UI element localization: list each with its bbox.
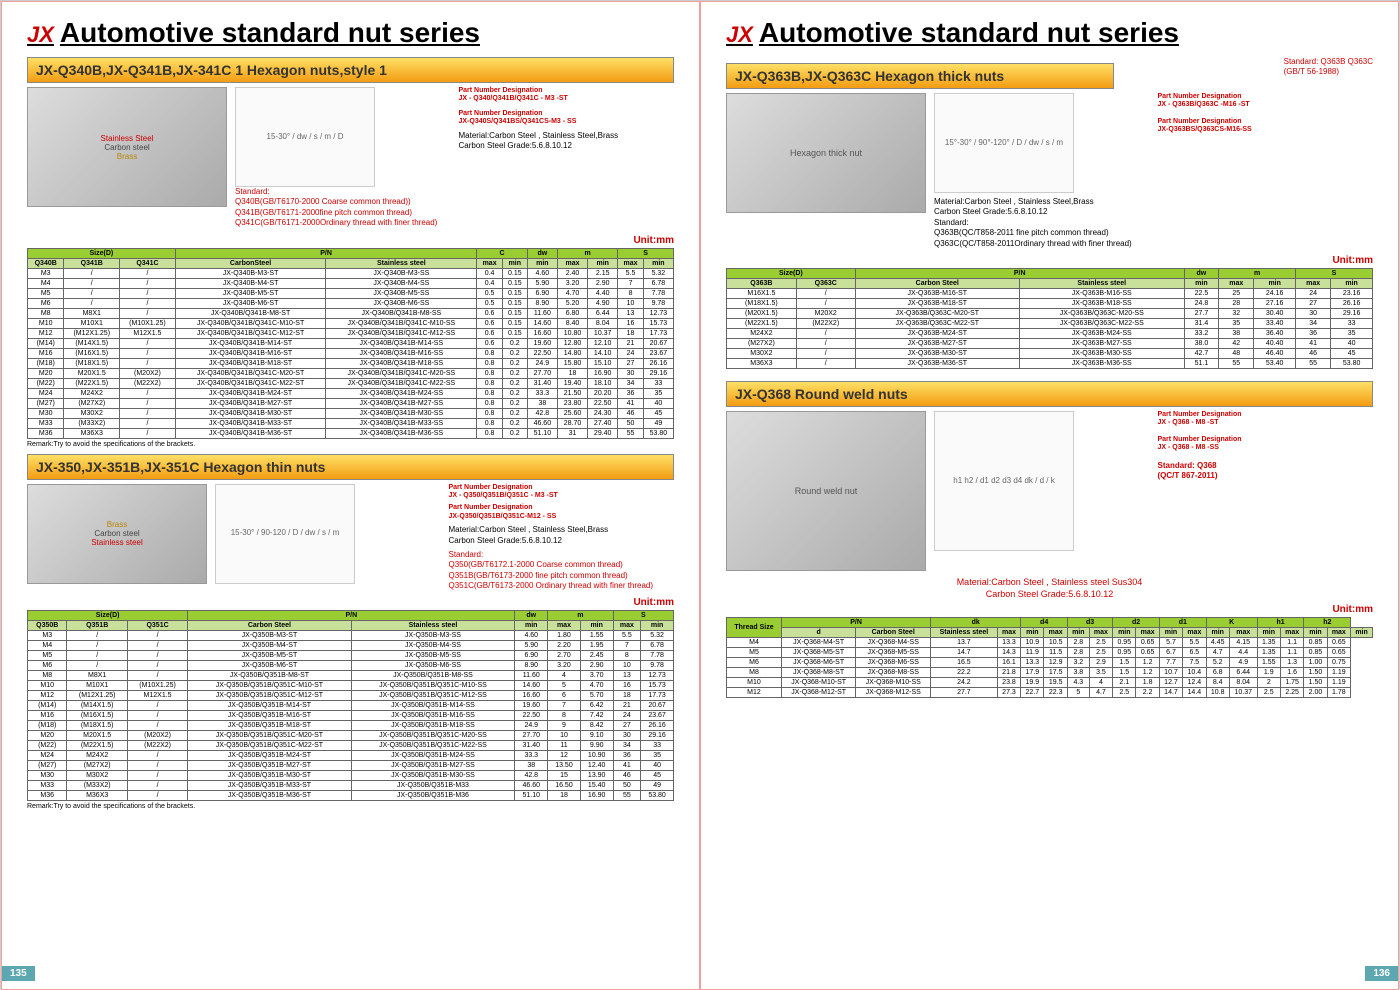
q363-table: Size(D) P/N dw m S Q363BQ363CCarbon Stee… bbox=[726, 268, 1373, 369]
unit-label: Unit:mm bbox=[27, 597, 674, 608]
table-row: M16X1.5/JX-Q363B-M16-STJX-Q363B-M16-SS22… bbox=[727, 288, 1373, 298]
q340-designation: Part Number Designation JX - Q340/Q341B/… bbox=[459, 87, 675, 229]
right-page: http://www.juxinfasteners.com JXAutomoti… bbox=[700, 1, 1399, 990]
q340-diagram: 15-30° / dw / s / m / D bbox=[235, 87, 375, 187]
q368-material: Material:Carbon Steel , Stainless steel … bbox=[726, 577, 1373, 600]
table-row: M8M8X1/JX-Q350B/Q351B-M8-STJX-Q350B/Q351… bbox=[28, 671, 674, 681]
table-row: M33(M33X2)/JX-Q340B/Q341B-M33-STJX-Q340B… bbox=[28, 418, 674, 428]
table-row: M20M20X1.5(M20X2)JX-Q350B/Q351B/Q351C-M2… bbox=[28, 731, 674, 741]
logo-icon: JX bbox=[27, 22, 54, 47]
unit-label: Unit:mm bbox=[726, 604, 1373, 615]
table-row: M10M10X1(M10X1.25)JX-Q340B/Q341B/Q341C-M… bbox=[28, 318, 674, 328]
table-row: M3//JX-Q350B-M3-STJX-Q350B-M3-SS4.601.80… bbox=[28, 631, 674, 641]
q368-intro: Round weld nut h1 h2 / d1 d2 d3 d4 dk / … bbox=[726, 411, 1373, 571]
table-row: (M22X1.5)(M22X2)JX-Q363B/Q363C-M22-STJX-… bbox=[727, 318, 1373, 328]
table-row: (M14)(M14X1.5)/JX-Q340B/Q341B-M14-STJX-Q… bbox=[28, 338, 674, 348]
q340-header: JX-Q340B,JX-Q341B,JX-341C 1 Hexagon nuts… bbox=[27, 57, 674, 83]
q363-intro: Hexagon thick nut 15°-30° / 90°-120° / D… bbox=[726, 93, 1373, 249]
q363-header: JX-Q363B,JX-Q363C Hexagon thick nuts bbox=[726, 63, 1114, 89]
table-row: (M18X1.5)/JX-Q363B-M18-STJX-Q363B-M18-SS… bbox=[727, 298, 1373, 308]
q350-diagram: 15-30° / 90-120 / D / dw / s / m bbox=[215, 484, 355, 584]
q363-diagram: 15°-30° / 90°-120° / D / dw / s / m bbox=[934, 93, 1074, 193]
table-row: (M27)(M27X2)/JX-Q350B/Q351B-M27-STJX-Q35… bbox=[28, 761, 674, 771]
table-row: M6//JX-Q340B-M6-STJX-Q340B-M6-SS0.50.158… bbox=[28, 298, 674, 308]
table-row: (M27)(M27X2)/JX-Q340B/Q341B-M27-STJX-Q34… bbox=[28, 398, 674, 408]
table-row: M4//JX-Q340B-M4-STJX-Q340B-M4-SS0.40.155… bbox=[28, 278, 674, 288]
q363-designation: Part Number Designation JX - Q363B/Q363C… bbox=[1158, 93, 1374, 249]
q368-header: JX-Q368 Round weld nuts bbox=[726, 381, 1373, 407]
q368-diagram: h1 h2 / d1 d2 d3 d4 dk / d / k bbox=[934, 411, 1074, 551]
table-row: M16(M16X1.5)/JX-Q350B/Q351B-M16-STJX-Q35… bbox=[28, 711, 674, 721]
q363-spec: 15°-30° / 90°-120° / D / dw / s / m Mate… bbox=[934, 93, 1150, 249]
table-row: (M18)(M18X1.5)/JX-Q340B/Q341B-M18-STJX-Q… bbox=[28, 358, 674, 368]
table-row: (M14)(M14X1.5)/JX-Q350B/Q351B-M14-STJX-Q… bbox=[28, 701, 674, 711]
left-page: http://www.juxinfasteners.com JXAutomoti… bbox=[1, 1, 700, 990]
table-row: M8JX-Q368-M8-STJX-Q368-M8-SS22.221.817.9… bbox=[727, 668, 1373, 678]
table-row: M30M30X2/JX-Q350B/Q351B-M30-STJX-Q350B/Q… bbox=[28, 771, 674, 781]
table-row: M36X3/JX-Q363B-M36-STJX-Q363B-M36-SS51.1… bbox=[727, 358, 1373, 368]
page-title-left: JXAutomotive standard nut series bbox=[27, 17, 674, 49]
logo-icon: JX bbox=[726, 22, 753, 47]
table-row: M24M24X2/JX-Q340B/Q341B-M24-STJX-Q340B/Q… bbox=[28, 388, 674, 398]
table-row: M20M20X1.5(M20X2)JX-Q340B/Q341B/Q341C-M2… bbox=[28, 368, 674, 378]
table-row: M30X2/JX-Q363B-M30-STJX-Q363B-M30-SS42.7… bbox=[727, 348, 1373, 358]
q363-std-top: Standard: Q363B Q363C (GB/T 56-1988) bbox=[1284, 57, 1373, 78]
q368-spec: h1 h2 / d1 d2 d3 d4 dk / d / k bbox=[934, 411, 1150, 571]
unit-label: Unit:mm bbox=[726, 255, 1373, 266]
table-row: M4JX-Q368-M4-STJX-Q368-M4-SS13.713.310.9… bbox=[727, 638, 1373, 648]
table-row: M10M10X1(M10X1.25)JX-Q350B/Q351B/Q351C-M… bbox=[28, 681, 674, 691]
unit-label: Unit:mm bbox=[27, 235, 674, 246]
q350-designation: Part Number Designation JX - Q350/Q351B/… bbox=[449, 484, 675, 592]
table-row: M10JX-Q368-M10-STJX-Q368-M10-SS24.223.81… bbox=[727, 678, 1373, 688]
page-title-right: JXAutomotive standard nut series bbox=[726, 17, 1373, 49]
q340-product-image: Stainless Steel Carbon steel Brass bbox=[27, 87, 227, 207]
table-row: M6//JX-Q350B-M6-STJX-Q350B-M6-SS8.903.20… bbox=[28, 661, 674, 671]
q340-standard: Standard: Q340B(GB/T6170-2000 Coarse com… bbox=[235, 187, 451, 229]
table-row: M12JX-Q368-M12-STJX-Q368-M12-SS27.727.32… bbox=[727, 688, 1373, 698]
table-row: (M20X1.5)M20X2JX-Q363B/Q363C-M20-STJX-Q3… bbox=[727, 308, 1373, 318]
q368-product-image: Round weld nut bbox=[726, 411, 926, 571]
page-num-left: 135 bbox=[2, 966, 35, 981]
table-row: M33(M33X2)/JX-Q350B/Q351B-M33-STJX-Q350B… bbox=[28, 781, 674, 791]
table-row: M12(M12X1.25)M12X1.5JX-Q340B/Q341B/Q341C… bbox=[28, 328, 674, 338]
table-row: M5JX-Q368-M5-STJX-Q368-M5-SS14.714.311.9… bbox=[727, 648, 1373, 658]
table-row: M24X2/JX-Q363B-M24-STJX-Q363B-M24-SS33.2… bbox=[727, 328, 1373, 338]
table-row: M30M30X2/JX-Q340B/Q341B-M30-STJX-Q340B/Q… bbox=[28, 408, 674, 418]
table-row: M4//JX-Q350B-M4-STJX-Q350B-M4-SS5.902.20… bbox=[28, 641, 674, 651]
table-row: (M27X2)/JX-Q363B-M27-STJX-Q363B-M27-SS38… bbox=[727, 338, 1373, 348]
table-row: M36M36X3/JX-Q350B/Q351B-M36-STJX-Q350B/Q… bbox=[28, 791, 674, 801]
table-row: M12(M12X1.25)M12X1.5JX-Q350B/Q351B/Q351C… bbox=[28, 691, 674, 701]
q368-designation: Part Number Designation JX - Q368 - M8 -… bbox=[1158, 411, 1374, 571]
q350-table: Size(D) P/N dw m S Q350BQ351BQ351CCarbon… bbox=[27, 610, 674, 801]
table-row: M5//JX-Q340B-M5-STJX-Q340B-M5-SS0.50.156… bbox=[28, 288, 674, 298]
q350-product-image: Brass Carbon steel Stainless steel bbox=[27, 484, 207, 584]
table-row: M6JX-Q368-M6-STJX-Q368-M6-SS16.516.113.3… bbox=[727, 658, 1373, 668]
table-row: M16(M16X1.5)/JX-Q340B/Q341B-M16-STJX-Q34… bbox=[28, 348, 674, 358]
table-row: (M22)(M22X1.5)(M22X2)JX-Q350B/Q351B/Q351… bbox=[28, 741, 674, 751]
q340-table: Size(D) P/N C dw m S Q340BQ341BQ341CCarb… bbox=[27, 248, 674, 439]
table-row: M3//JX-Q340B-M3-STJX-Q340B-M3-SS0.40.154… bbox=[28, 268, 674, 278]
table-row: M8M8X1/JX-Q340B/Q341B-M8-STJX-Q340B/Q341… bbox=[28, 308, 674, 318]
table-row: M5//JX-Q350B-M5-STJX-Q350B-M5-SS6.902.70… bbox=[28, 651, 674, 661]
q340-spec: 15-30° / dw / s / m / D Standard: Q340B(… bbox=[235, 87, 451, 229]
q350-remark: Remark:Try to avoid the specifications o… bbox=[27, 803, 674, 810]
table-row: (M22)(M22X1.5)(M22X2)JX-Q340B/Q341B/Q341… bbox=[28, 378, 674, 388]
table-row: M36M36X3/JX-Q340B/Q341B-M36-STJX-Q340B/Q… bbox=[28, 428, 674, 438]
q350-header: JX-350,JX-351B,JX-351C Hexagon thin nuts bbox=[27, 454, 674, 480]
q340-intro: Stainless Steel Carbon steel Brass 15-30… bbox=[27, 87, 674, 229]
table-row: (M18)(M18X1.5)/JX-Q350B/Q351B-M18-STJX-Q… bbox=[28, 721, 674, 731]
page-num-right: 136 bbox=[1365, 966, 1398, 981]
q350-intro: Brass Carbon steel Stainless steel 15-30… bbox=[27, 484, 674, 592]
q368-table: Thread Size P/N dk d4 d3 d2 d1 K h1 h2 d… bbox=[726, 617, 1373, 698]
q350-spec: 15-30° / 90-120 / D / dw / s / m bbox=[215, 484, 441, 592]
q363-product-image: Hexagon thick nut bbox=[726, 93, 926, 213]
q340-remark: Remark:Try to avoid the specifications o… bbox=[27, 441, 674, 448]
table-row: M24M24X2/JX-Q350B/Q351B-M24-STJX-Q350B/Q… bbox=[28, 751, 674, 761]
